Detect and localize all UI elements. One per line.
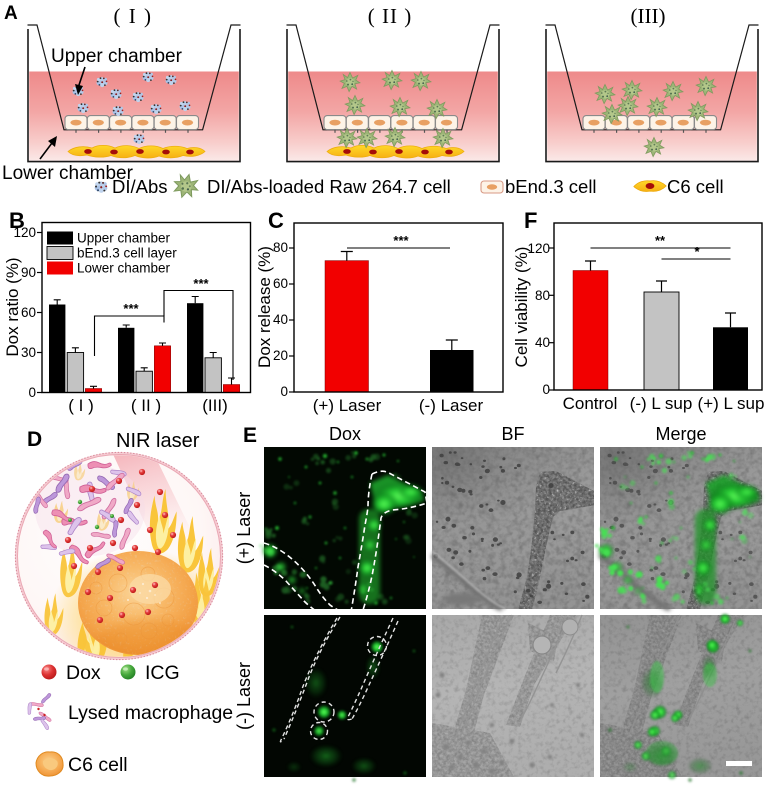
svg-text:***: *** xyxy=(393,233,409,248)
svg-text:D: D xyxy=(27,428,42,451)
svg-text:ICG: ICG xyxy=(145,662,180,684)
svg-text:60: 60 xyxy=(273,276,288,291)
svg-text:B: B xyxy=(9,208,25,233)
svg-text:bEnd.3 cell: bEnd.3 cell xyxy=(505,176,597,197)
svg-text:(+) L sup: (+) L sup xyxy=(698,394,765,413)
svg-text:(-) Laser: (-) Laser xyxy=(419,396,484,415)
svg-text:E: E xyxy=(243,424,257,447)
svg-text:0: 0 xyxy=(28,385,36,400)
svg-text:40: 40 xyxy=(273,312,288,327)
svg-text:(III): (III) xyxy=(202,396,228,415)
svg-text:A: A xyxy=(4,3,18,24)
svg-text:DI/Abs: DI/Abs xyxy=(112,176,168,197)
svg-text:0: 0 xyxy=(280,384,288,399)
svg-text:Merge: Merge xyxy=(655,424,706,444)
svg-text:( I ): ( I ) xyxy=(68,396,94,415)
svg-text:30: 30 xyxy=(21,345,36,360)
svg-text:0: 0 xyxy=(542,382,550,397)
svg-text:Lower chamber: Lower chamber xyxy=(77,261,171,276)
svg-text:( II ): ( II ) xyxy=(131,396,161,415)
svg-text:Cell viability (%): Cell viability (%) xyxy=(512,247,531,368)
svg-text:Upper chamber: Upper chamber xyxy=(77,231,171,246)
svg-text:bEnd.3 cell layer: bEnd.3 cell layer xyxy=(77,246,177,261)
svg-text:120: 120 xyxy=(13,225,36,240)
svg-text:NIR laser: NIR laser xyxy=(116,430,200,452)
svg-text:F: F xyxy=(524,208,537,233)
svg-text:Dox release (%): Dox release (%) xyxy=(255,246,274,368)
svg-text:90: 90 xyxy=(21,265,36,280)
svg-text:(+) Laser: (+) Laser xyxy=(234,492,254,565)
svg-text:C6 cell: C6 cell xyxy=(667,176,724,197)
svg-text:80: 80 xyxy=(273,240,288,255)
svg-text:C6 cell: C6 cell xyxy=(68,754,128,776)
svg-text:*: * xyxy=(694,244,700,259)
svg-text:***: *** xyxy=(123,301,139,316)
svg-text:(+) Laser: (+) Laser xyxy=(313,396,382,415)
svg-text:Dox ratio (%): Dox ratio (%) xyxy=(3,257,22,356)
svg-text:( I ): ( I ) xyxy=(114,4,153,28)
svg-text:40: 40 xyxy=(535,335,550,350)
svg-text:Dox: Dox xyxy=(66,662,101,684)
svg-text:DI/Abs-loaded Raw 264.7 cell: DI/Abs-loaded Raw 264.7 cell xyxy=(207,176,451,197)
svg-text:( II ): ( II ) xyxy=(368,4,412,28)
svg-text:Lysed macrophage: Lysed macrophage xyxy=(68,702,233,724)
svg-text:(-) Laser: (-) Laser xyxy=(234,662,254,730)
svg-text:20: 20 xyxy=(273,348,288,363)
svg-text:Lower chamber: Lower chamber xyxy=(2,163,134,184)
svg-text:(-) L sup: (-) L sup xyxy=(630,394,693,413)
svg-text:Upper chamber: Upper chamber xyxy=(51,46,183,67)
svg-text:BF: BF xyxy=(501,424,524,444)
svg-text:60: 60 xyxy=(21,305,36,320)
svg-text:80: 80 xyxy=(535,288,550,303)
svg-text:**: ** xyxy=(655,233,666,248)
svg-text:(III): (III) xyxy=(631,4,666,28)
svg-text:Control: Control xyxy=(563,394,618,413)
svg-text:C: C xyxy=(268,208,284,233)
svg-text:***: *** xyxy=(193,276,209,291)
svg-text:120: 120 xyxy=(527,241,550,256)
svg-text:Dox: Dox xyxy=(329,424,361,444)
